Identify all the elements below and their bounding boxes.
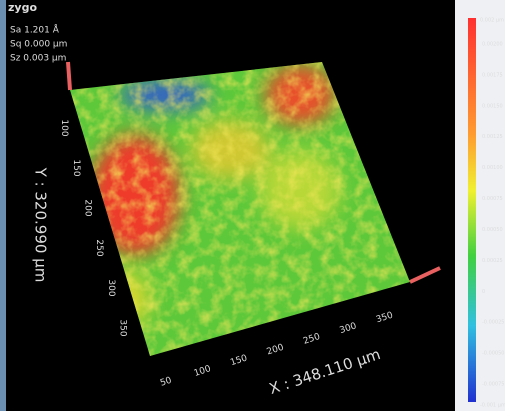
colorbar-label: 0.00075 [482, 196, 503, 202]
colorbar-label: 0.00175 [482, 72, 503, 78]
colorbar-label: 0.00025 [482, 258, 503, 264]
y-tick: 350 [118, 319, 128, 336]
y-tick: 250 [94, 239, 104, 256]
y-tick: 300 [106, 279, 116, 296]
y-tick: 150 [71, 159, 81, 176]
y-axis-title: Y : 320.990 µm [32, 167, 50, 283]
colorbar-label: 0.00200 [482, 42, 503, 48]
left-border [0, 0, 6, 411]
colorbar-panel [455, 0, 505, 411]
y-tick: 200 [83, 199, 93, 216]
corner-marker [68, 62, 70, 90]
logo: zygo [8, 1, 37, 14]
stat: Sz 0.003 µm [10, 54, 66, 64]
stat: Sq 0.000 µm [10, 40, 67, 50]
stat: Sa 1.201 Å [10, 24, 60, 36]
colorbar-label: 0.00100 [482, 165, 503, 171]
colorbar-label: 0 [482, 289, 485, 295]
colorbar-bottom: -0.001 µm [480, 403, 505, 409]
colorbar-label: 0.00050 [482, 227, 503, 233]
colorbar-label: 0.00125 [482, 134, 503, 140]
colorbar-label: 0.00150 [482, 103, 503, 109]
y-tick: 100 [59, 119, 69, 136]
colorbar-label: -0.00050 [482, 351, 504, 357]
colorbar [468, 18, 476, 402]
colorbar-top: 0.002 µm [480, 18, 504, 24]
colorbar-label: -0.00025 [482, 320, 504, 326]
page: zygo Sa 1.201 Å Sq 0.000 µm Sz 0.003 µm Y :… [0, 0, 505, 411]
screen: zygo Sa 1.201 Å Sq 0.000 µm Sz 0.003 µm Y :… [0, 0, 505, 411]
colorbar-label: -0.00075 [482, 382, 504, 388]
